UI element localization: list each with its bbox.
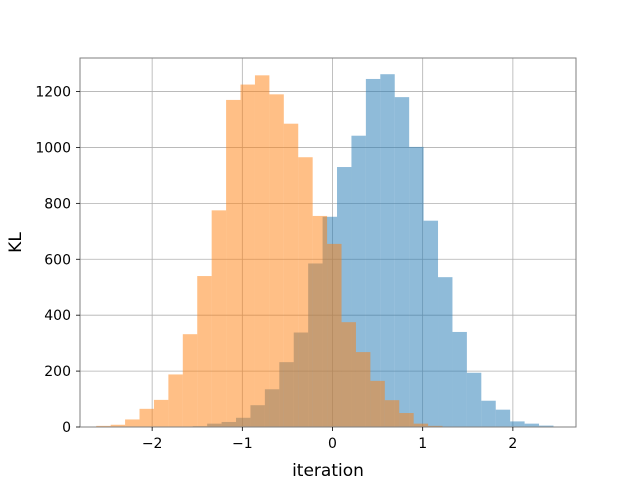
bars <box>96 74 554 428</box>
y-tick-label: 400 <box>44 308 71 324</box>
histogram-bar <box>211 210 227 427</box>
histogram-bar <box>298 157 313 427</box>
x-tick-label: 1 <box>418 436 427 452</box>
histogram-bar <box>110 424 126 427</box>
y-tick-label: 0 <box>62 420 71 436</box>
histogram-bar <box>524 423 540 427</box>
histogram-bar <box>413 423 429 427</box>
ticks: −2 −1 0 1 2 0 200 400 600 800 1000 1200 <box>35 85 517 452</box>
histogram-bar <box>254 75 270 427</box>
histogram-bar <box>428 425 443 427</box>
histogram-bar <box>510 421 525 427</box>
histogram-bar <box>495 409 511 427</box>
x-tick-label: 0 <box>328 436 337 452</box>
histogram-bar <box>452 331 467 427</box>
histogram-bar <box>380 74 395 428</box>
y-tick-label: 800 <box>44 196 71 212</box>
histogram-bar <box>197 276 212 427</box>
histogram-bar <box>539 425 554 427</box>
histogram-bar <box>168 374 183 427</box>
histogram-bar <box>125 419 140 427</box>
histogram-bar <box>226 99 241 427</box>
histogram-bar <box>96 425 111 427</box>
histogram-bar <box>399 413 414 427</box>
histogram-bar <box>283 123 299 428</box>
x-tick-label: −2 <box>142 436 163 452</box>
histogram-bar <box>365 78 381 427</box>
histogram-bar <box>481 400 496 427</box>
histogram-bar <box>312 215 328 427</box>
y-axis-label: KL <box>6 232 26 253</box>
x-tick-label: 2 <box>508 436 517 452</box>
x-axis-label: iteration <box>292 461 364 480</box>
histogram-bar <box>327 243 342 427</box>
histogram-bar <box>409 146 424 428</box>
histogram-bar <box>269 94 284 427</box>
histogram-bar <box>370 380 385 427</box>
histogram-bar <box>384 400 400 427</box>
y-tick-label: 1200 <box>35 85 71 101</box>
histogram-bar <box>240 84 255 427</box>
histogram-bar <box>153 399 169 427</box>
histogram-series-2 <box>96 75 443 428</box>
y-tick-label: 200 <box>44 364 71 380</box>
histogram-bar <box>423 220 439 427</box>
histogram-bar <box>182 334 198 427</box>
histogram-bar <box>139 408 154 427</box>
y-tick-label: 600 <box>44 252 71 268</box>
histogram-bar <box>466 372 482 427</box>
histogram-bar <box>355 352 371 427</box>
x-tick-label: −1 <box>232 436 253 452</box>
histogram-bar <box>341 322 356 427</box>
histogram-bar <box>438 277 453 427</box>
plot-frame <box>79 57 577 428</box>
y-tick-label: 1000 <box>35 140 71 156</box>
histogram-bar <box>394 97 410 428</box>
